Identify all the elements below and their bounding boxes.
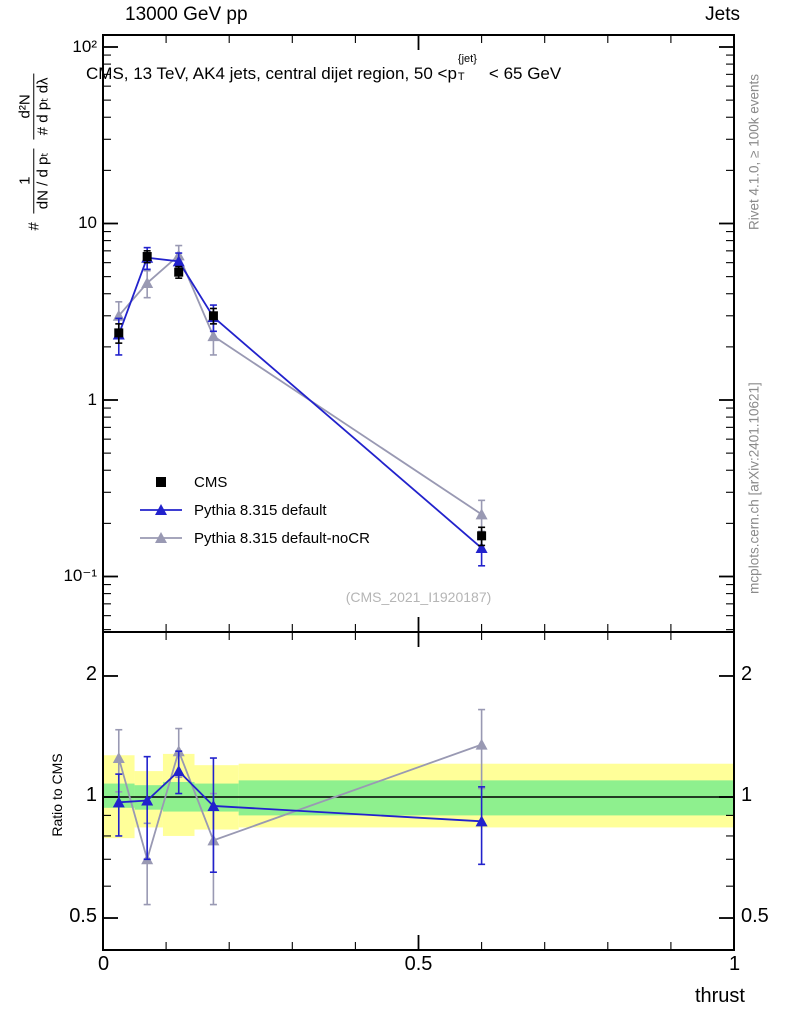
fraction-2-denominator: # d pₜ dλ [33,73,52,140]
x-tick-label-0p5: 0.5 [404,953,433,975]
rivet-version-label: Rivet 4.1.0, ≥ 100k events [746,74,762,230]
fraction-1-numerator: 1 [16,176,34,185]
y-tick-label-1: 1 [87,390,97,409]
cms-square-icon [138,473,184,491]
pythia-nocr-triangle-icon [138,529,184,547]
annotation-superscript: {jet} [457,53,477,65]
x-tick-label-1: 1 [728,953,741,975]
axis-ticks [102,35,735,950]
formula-fraction-2: d²N # d pₜ dλ [16,73,52,140]
x-axis-title: thrust [694,985,745,1007]
y-tick-label-10: 10 [78,213,97,232]
mcplots-credit-label: mcplots.cern.ch [arXiv:2401.10621] [746,382,762,594]
pt-sub-sup: {jet} T [457,53,489,83]
ratio-tick-left-2: 2 [85,663,97,685]
uncertainty-bands [103,753,735,839]
cut-annotation: CMS, 13 TeV, AK4 jets, central dijet reg… [86,53,750,84]
series-pythia-8-315-default [112,750,488,874]
y-tick-label-0p1: 10⁻¹ [63,566,97,585]
ratio-series [112,708,488,906]
beam-energy-label: 13000 GeV pp [125,4,248,25]
analysis-group-label: Jets [705,4,740,25]
ratio-tick-right-2: 2 [741,663,753,685]
ratio-tick-right-1: 1 [741,784,753,806]
annotation-suffix: < 65 GeV [488,64,562,83]
legend-label-cms: CMS [194,473,228,491]
analysis-id-watermark: (CMS_2021_I1920187) [345,589,492,605]
ratio-tick-right-0p5: 0.5 [741,905,769,927]
x-tick-label-0: 0 [97,953,110,975]
fraction-1-denominator: dN / d pₜ [33,148,52,214]
series-cms [114,250,487,547]
ratio-tick-left-0p5: 0.5 [69,905,97,927]
formula-fraction-1: 1 dN / d pₜ [16,148,52,214]
legend: CMS Pythia 8.315 default Pythia 8.315 de… [138,468,370,552]
legend-item-cms: CMS [138,468,370,496]
fraction-2-numerator: d²N [16,94,34,119]
legend-item-pythia-nocr: Pythia 8.315 default-noCR [138,524,370,552]
annotation-subscript: T [457,71,465,83]
y-tick-label-100: 10² [72,37,97,56]
annotation-prefix: CMS, 13 TeV, AK4 jets, central dijet reg… [86,64,457,83]
ratio-tick-left-1: 1 [85,784,97,806]
y-axis-title: # 1 dN / d pₜ d²N # d pₜ dλ [16,73,52,231]
main-series [112,244,488,567]
legend-label-pythia-nocr: Pythia 8.315 default-noCR [194,529,370,547]
legend-item-pythia-default: Pythia 8.315 default [138,496,370,524]
legend-label-pythia-default: Pythia 8.315 default [194,501,327,519]
pythia-default-triangle-icon [138,501,184,519]
